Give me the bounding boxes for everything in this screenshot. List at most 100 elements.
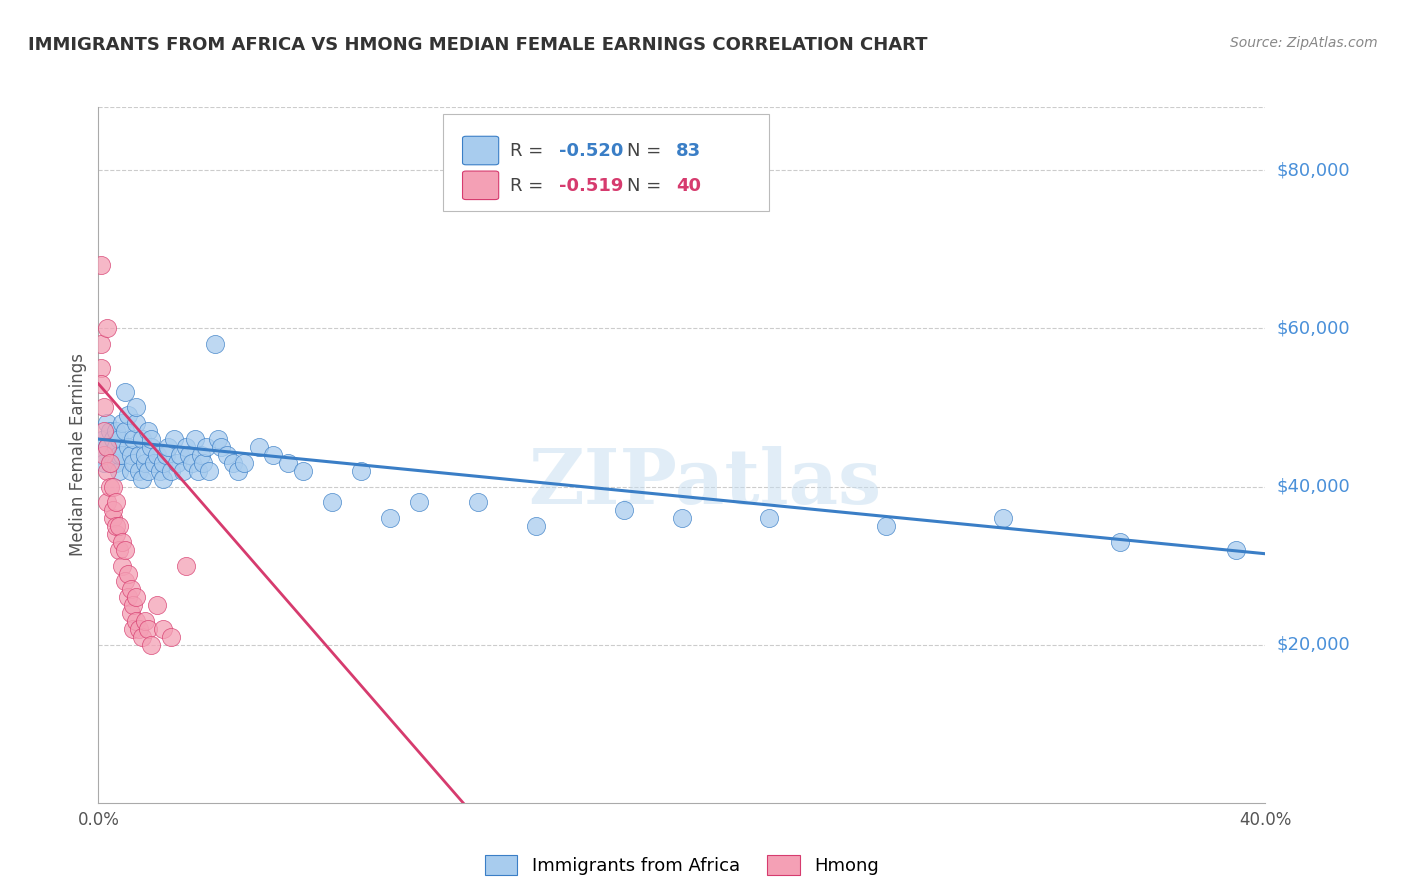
Point: [90, 448, 112, 462]
Point: [204, 337, 226, 351]
Point: [134, 456, 156, 470]
Point: [408, 495, 430, 509]
Point: [98, 479, 121, 493]
Point: [98, 456, 121, 470]
Point: [96, 417, 118, 431]
Point: [125, 417, 148, 431]
Text: N =: N =: [627, 142, 666, 160]
Point: [350, 464, 373, 478]
FancyBboxPatch shape: [463, 171, 499, 200]
Point: [160, 630, 183, 644]
Legend: Immigrants from Africa, Hmong: Immigrants from Africa, Hmong: [477, 847, 887, 884]
Point: [207, 432, 229, 446]
Point: [90, 361, 112, 376]
Point: [117, 566, 139, 581]
Text: N =: N =: [627, 177, 666, 194]
Point: [104, 424, 127, 438]
Text: 83: 83: [676, 142, 702, 160]
Point: [233, 456, 256, 470]
Point: [128, 622, 150, 636]
Point: [152, 456, 174, 470]
Point: [169, 448, 191, 462]
Point: [134, 614, 156, 628]
Text: $80,000: $80,000: [1277, 161, 1350, 179]
Point: [101, 448, 124, 462]
Point: [875, 519, 897, 533]
Point: [180, 456, 202, 470]
Point: [117, 591, 139, 605]
Point: [101, 456, 124, 470]
Point: [125, 591, 148, 605]
Point: [104, 456, 127, 470]
Point: [139, 432, 162, 446]
Point: [101, 511, 124, 525]
Point: [187, 464, 209, 478]
Point: [98, 456, 121, 470]
Text: ZIPatlas: ZIPatlas: [529, 446, 882, 520]
Point: [146, 448, 169, 462]
Point: [96, 440, 118, 454]
Point: [139, 638, 162, 652]
Point: [291, 464, 314, 478]
Text: IMMIGRANTS FROM AFRICA VS HMONG MEDIAN FEMALE EARNINGS CORRELATION CHART: IMMIGRANTS FROM AFRICA VS HMONG MEDIAN F…: [28, 36, 928, 54]
Point: [136, 424, 159, 438]
Text: R =: R =: [510, 177, 550, 194]
Point: [108, 464, 131, 478]
Point: [108, 432, 131, 446]
Point: [111, 448, 134, 462]
Point: [262, 448, 284, 462]
Y-axis label: Median Female Earnings: Median Female Earnings: [69, 353, 87, 557]
Point: [104, 495, 127, 509]
Point: [209, 440, 232, 454]
Point: [93, 448, 115, 462]
Point: [90, 337, 112, 351]
Point: [114, 574, 136, 589]
Point: [120, 582, 142, 597]
Point: [612, 503, 634, 517]
Point: [155, 448, 177, 462]
Point: [122, 432, 145, 446]
FancyBboxPatch shape: [443, 114, 769, 211]
Point: [152, 472, 174, 486]
Point: [160, 464, 183, 478]
Point: [193, 456, 215, 470]
Point: [228, 464, 250, 478]
Point: [101, 432, 124, 446]
Point: [111, 417, 134, 431]
Point: [120, 464, 142, 478]
Point: [174, 558, 197, 573]
Text: -0.520: -0.520: [560, 142, 624, 160]
Point: [96, 464, 118, 478]
Point: [93, 401, 115, 415]
Point: [221, 456, 243, 470]
Point: [247, 440, 270, 454]
Point: [122, 598, 145, 612]
Point: [131, 432, 153, 446]
Point: [104, 519, 127, 533]
Point: [174, 440, 197, 454]
Point: [117, 440, 139, 454]
Point: [101, 503, 124, 517]
Point: [1225, 542, 1247, 557]
Point: [198, 464, 221, 478]
Point: [108, 448, 131, 462]
Point: [98, 424, 121, 438]
Point: [758, 511, 780, 525]
Point: [104, 440, 127, 454]
Point: [467, 495, 489, 509]
Point: [134, 448, 156, 462]
Point: [114, 542, 136, 557]
Point: [125, 614, 148, 628]
Point: [152, 622, 174, 636]
Point: [277, 456, 299, 470]
Point: [183, 432, 205, 446]
Point: [122, 456, 145, 470]
Point: [991, 511, 1014, 525]
Point: [96, 440, 118, 454]
Point: [157, 440, 180, 454]
Text: R =: R =: [510, 142, 550, 160]
Point: [139, 440, 162, 454]
Point: [108, 519, 131, 533]
Point: [96, 495, 118, 509]
Point: [131, 472, 153, 486]
